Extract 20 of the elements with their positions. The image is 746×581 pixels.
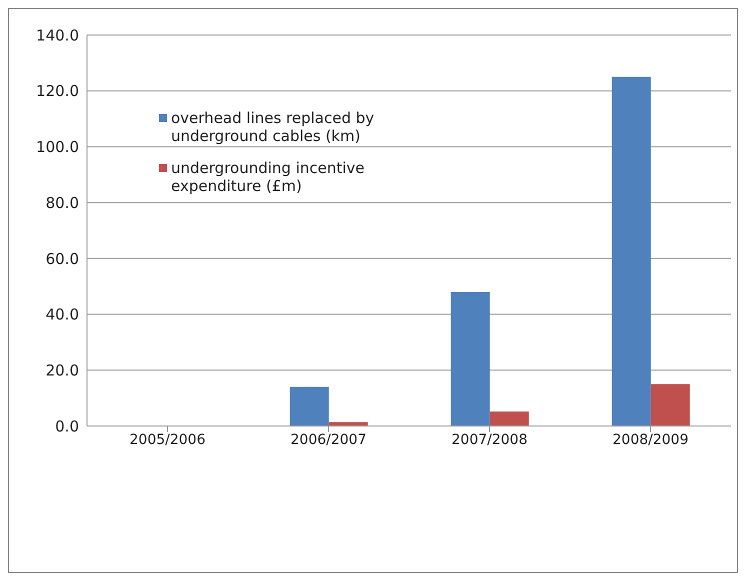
bar (490, 411, 529, 426)
x-tick-label: 2007/2008 (452, 432, 528, 448)
legend-label: undergrounding incentive expenditure (£m) (171, 159, 366, 195)
legend-label: overhead lines replaced by underground cables (km) (171, 109, 376, 145)
x-tick-label: 2006/2007 (290, 432, 366, 448)
y-tick-label: 40.0 (46, 306, 79, 324)
y-tick-label: 60.0 (46, 250, 79, 268)
x-tick-label: 2005/2006 (130, 432, 206, 448)
y-tick-label: 140.0 (36, 26, 79, 44)
y-tick-label: 20.0 (46, 361, 79, 380)
y-tick-label: 120.0 (36, 82, 79, 100)
y-tick-label: 100.0 (36, 138, 79, 156)
bar (290, 386, 329, 426)
y-tick-label: 80.0 (46, 194, 79, 212)
bar (450, 292, 490, 426)
bar (650, 384, 690, 426)
y-tick-label: 0.0 (55, 417, 79, 436)
bar (612, 76, 651, 426)
x-tick-label: 2008/2009 (612, 432, 688, 448)
bar (328, 422, 368, 426)
